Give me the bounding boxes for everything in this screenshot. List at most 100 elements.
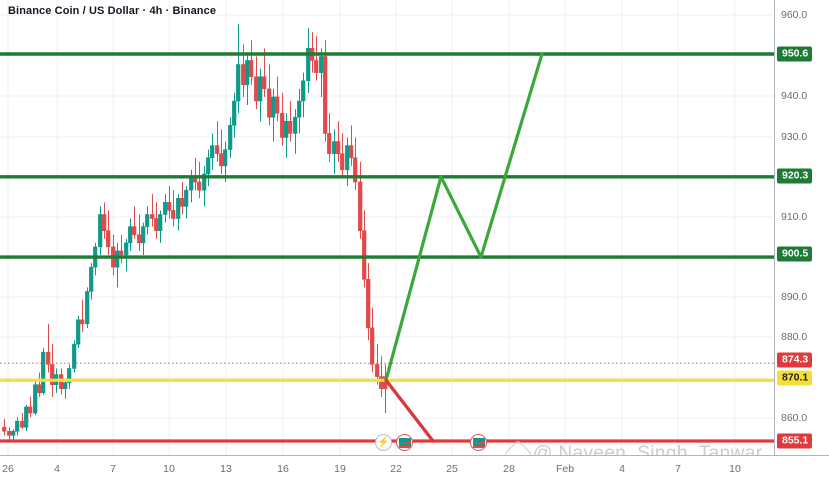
- candle-body: [210, 145, 215, 159]
- candle-body: [327, 133, 332, 154]
- candle-body: [349, 145, 354, 159]
- candle-body: [219, 153, 224, 167]
- price-axis-tick: 860.0: [781, 412, 808, 424]
- candle-body: [232, 100, 237, 126]
- bullish-projection-line: [384, 52, 544, 382]
- price-badge-entry[interactable]: 870.1: [777, 370, 813, 386]
- candle-body: [150, 214, 155, 219]
- time-axis-tick: 10: [729, 463, 741, 475]
- candle-body: [37, 384, 42, 394]
- candle-body: [362, 230, 367, 280]
- candle-body: [167, 202, 172, 211]
- candle-body: [115, 250, 120, 268]
- price-badge-stop-loss[interactable]: 855.1: [777, 433, 813, 449]
- time-axis-tick: 25: [446, 463, 458, 475]
- candle-body: [236, 64, 241, 102]
- candle-body: [163, 202, 168, 215]
- time-axis-tick: 7: [675, 463, 681, 475]
- candle-body: [119, 250, 124, 256]
- time-axis-tick: 7: [110, 463, 116, 475]
- candle-body: [284, 120, 289, 138]
- candle-body: [72, 343, 77, 369]
- candle-body: [280, 112, 285, 138]
- candle-body: [158, 214, 163, 231]
- candle-body: [323, 56, 328, 134]
- candle-body: [41, 351, 46, 394]
- candle-body: [63, 382, 68, 390]
- candle-body: [370, 327, 375, 365]
- time-axis-tick: 22: [390, 463, 402, 475]
- candle-body: [293, 116, 298, 134]
- candle-body: [215, 145, 220, 154]
- candle-body: [271, 96, 276, 118]
- candle-body: [301, 80, 306, 102]
- candle-body: [33, 384, 38, 414]
- candle-body: [288, 120, 293, 134]
- candle-body: [15, 420, 20, 432]
- candle-body: [180, 197, 185, 207]
- flag-badge-icon[interactable]: [396, 434, 413, 451]
- time-axis[interactable]: 26 4 7 10 13 16 19 22 25 28 Feb 4 7 10: [0, 455, 829, 484]
- price-axis-tick: 940.0: [781, 90, 808, 102]
- candle-body: [24, 406, 29, 428]
- time-axis-tick: 26: [2, 463, 14, 475]
- candle-body: [249, 60, 254, 77]
- candle-body: [106, 230, 111, 248]
- candle-body: [76, 319, 81, 345]
- time-axis-tick: 19: [334, 463, 346, 475]
- price-axis[interactable]: 960.0 940.0 930.0 910.0 890.0 880.0 860.0 950.6…: [774, 0, 829, 455]
- candle-body: [20, 420, 25, 428]
- candle-body: [102, 214, 107, 231]
- candle-body: [154, 218, 159, 231]
- candle-body: [28, 406, 33, 414]
- candle-body: [228, 125, 233, 150]
- price-axis-tick: 910.0: [781, 211, 808, 223]
- candle-body: [7, 430, 12, 436]
- candle-body: [245, 60, 250, 86]
- time-axis-tick: 10: [163, 463, 175, 475]
- candle-body: [11, 430, 16, 436]
- price-badge-last-price[interactable]: 874.3: [777, 352, 813, 368]
- candle-body: [353, 157, 358, 183]
- candle-body: [306, 48, 311, 82]
- candle-body: [358, 181, 363, 231]
- candle-body: [336, 141, 341, 154]
- candle-body: [89, 266, 94, 292]
- time-axis-tick: 28: [503, 463, 515, 475]
- candle-body: [206, 157, 211, 175]
- time-axis-tick: Feb: [555, 463, 575, 475]
- time-axis-tick: 4: [54, 463, 60, 475]
- candle-body: [241, 64, 246, 86]
- candle-body: [275, 96, 280, 114]
- candle-body: [314, 60, 319, 73]
- price-axis-tick: 930.0: [781, 131, 808, 143]
- candle-body: [67, 368, 72, 383]
- candle-body: [254, 76, 259, 102]
- candle-body: [189, 177, 194, 191]
- flag-badge-icon[interactable]: [470, 434, 487, 451]
- candle-body: [137, 234, 142, 244]
- candle-body: [202, 173, 207, 191]
- candle-body: [132, 226, 137, 236]
- candle-body: [366, 279, 371, 329]
- candlestick-series: [2, 24, 388, 441]
- candle-body: [171, 210, 176, 219]
- lightning-bolt-icon[interactable]: ⚡: [375, 434, 392, 451]
- chart-plot-area[interactable]: [0, 0, 774, 455]
- candle-body: [297, 100, 302, 118]
- candle-body: [2, 426, 7, 432]
- candle-body: [258, 76, 263, 102]
- candle-body: [375, 364, 380, 377]
- candle-body: [319, 56, 324, 73]
- candle-body: [340, 153, 345, 171]
- time-axis-tick: 13: [220, 463, 232, 475]
- candle-body: [197, 181, 202, 191]
- price-badge-resistance[interactable]: 920.3: [777, 168, 813, 184]
- candle-body: [128, 226, 133, 244]
- symbol-title: Binance Coin / US Dollar · 4h · Binance: [8, 5, 217, 17]
- price-badge-support[interactable]: 900.5: [777, 246, 813, 262]
- candle-body: [124, 242, 129, 256]
- price-badge-resistance[interactable]: 950.6: [777, 46, 813, 62]
- candle-body: [176, 197, 181, 219]
